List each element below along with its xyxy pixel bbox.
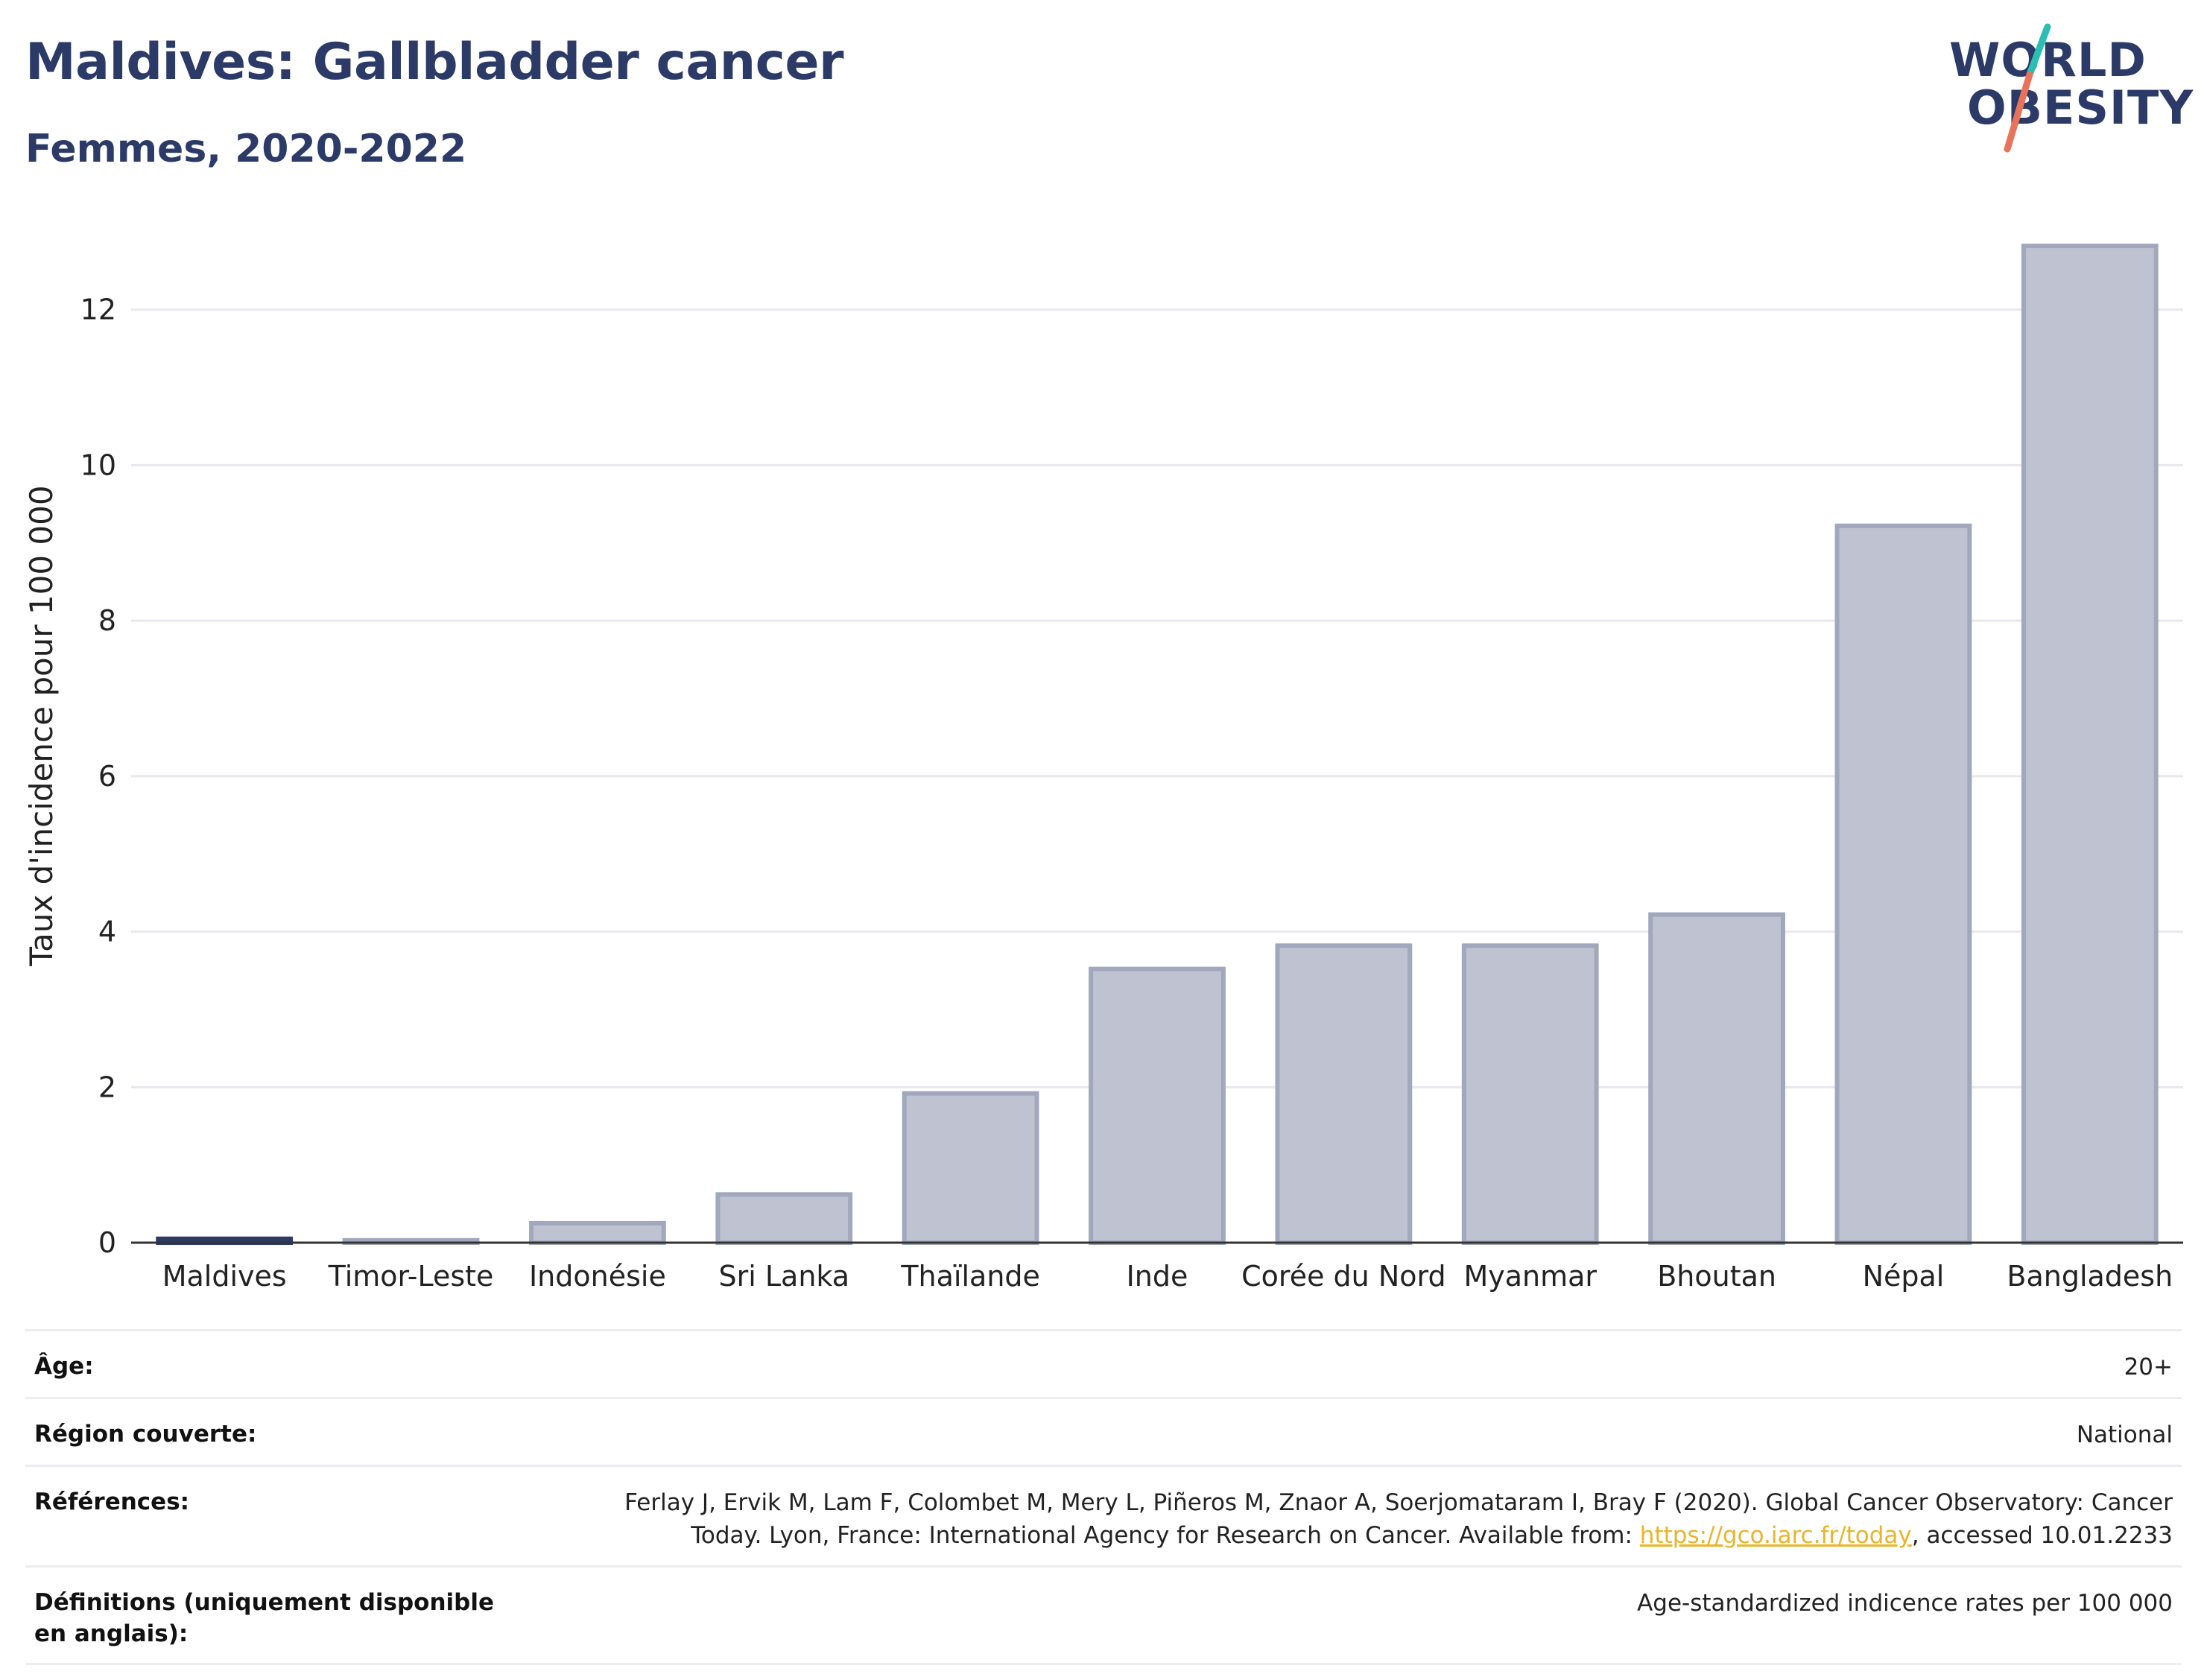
y-tick-label: 12 — [80, 294, 116, 326]
meta-label-references: Références: — [34, 1489, 190, 1515]
y-tick-label: 8 — [98, 604, 116, 637]
reference-text: Ferlay J, Ervik M, Lam F, Colombet M, Me… — [624, 1489, 2173, 1549]
x-tick-label: Sri Lanka — [718, 1260, 849, 1293]
bar-sri-lanka — [715, 1192, 853, 1246]
metadata-table: Âge: 20+ Région couverte: National Référ… — [25, 1329, 2182, 1665]
meta-row-references: Références: Ferlay J, Ervik M, Lam F, Co… — [25, 1465, 2182, 1565]
meta-row-definitions: Définitions (uniquement disponible en an… — [25, 1565, 2182, 1665]
x-tick-label: Bangladesh — [2007, 1260, 2173, 1293]
chart-subtitle: Femmes, 2020-2022 — [25, 127, 467, 171]
meta-label-age: Âge: — [34, 1353, 94, 1380]
x-tick-label: Indonésie — [529, 1260, 666, 1293]
x-tick-label: Népal — [1863, 1260, 1945, 1293]
meta-value-references: Ferlay J, Ervik M, Lam F, Colombet M, Me… — [608, 1486, 2173, 1552]
y-tick-label: 6 — [98, 760, 116, 793]
meta-value-region: National — [2076, 1421, 2173, 1448]
y-tick-label: 4 — [98, 916, 116, 948]
bar-myanmar — [1461, 943, 1599, 1246]
meta-label-definitions: Définitions (uniquement disponible en an… — [34, 1589, 495, 1647]
meta-value-definitions: Age-standardized indicence rates per 100… — [1637, 1590, 2173, 1617]
x-tick-label: Maldives — [162, 1260, 287, 1293]
x-tick-label: Myanmar — [1463, 1260, 1597, 1293]
bar-bhoutan — [1648, 912, 1785, 1245]
logo-line-1: WORLD — [1949, 33, 2147, 87]
bar-n-pal — [1834, 523, 1972, 1245]
meta-row-age: Âge: 20+ — [25, 1329, 2182, 1397]
world-obesity-logo: WORLD OBESITY — [1937, 22, 2194, 156]
bar-tha-lande — [902, 1091, 1039, 1245]
bar-bangladesh — [2021, 244, 2159, 1245]
bar-cor-e-du-nord — [1275, 943, 1413, 1246]
reference-accessed-text: , accessed 10.01.2233 — [1911, 1522, 2173, 1549]
x-tick-label: Corée du Nord — [1241, 1260, 1445, 1293]
x-tick-label: Thaïlande — [900, 1260, 1040, 1293]
meta-label-region: Région couverte: — [34, 1421, 257, 1448]
chart-title: Maldives: Gallbladder cancer — [25, 33, 844, 92]
bar-chart: 0 2 4 6 8 10 12 Maldives Timor-Leste Indonésie Sri… — [23, 244, 2183, 1293]
logo-line-2: OBESITY — [1967, 80, 2194, 135]
bar-inde — [1089, 966, 1226, 1246]
bar-indon-sie — [529, 1220, 666, 1246]
y-tick-label: 0 — [98, 1226, 116, 1259]
meta-value-age: 20+ — [2124, 1354, 2173, 1381]
x-tick-label: Bhoutan — [1657, 1260, 1776, 1293]
reference-link[interactable]: https://gco.iarc.fr/today — [1639, 1522, 1912, 1549]
y-axis-label: Taux d'incidence pour 100 000 — [23, 485, 60, 966]
y-tick-label: 10 — [80, 448, 116, 481]
y-tick-label: 2 — [98, 1071, 116, 1103]
x-tick-label: Timor-Leste — [328, 1260, 494, 1293]
x-tick-label: Inde — [1127, 1260, 1188, 1293]
meta-row-region: Région couverte: National — [25, 1397, 2182, 1465]
logo-slash-icon — [2004, 23, 2051, 153]
